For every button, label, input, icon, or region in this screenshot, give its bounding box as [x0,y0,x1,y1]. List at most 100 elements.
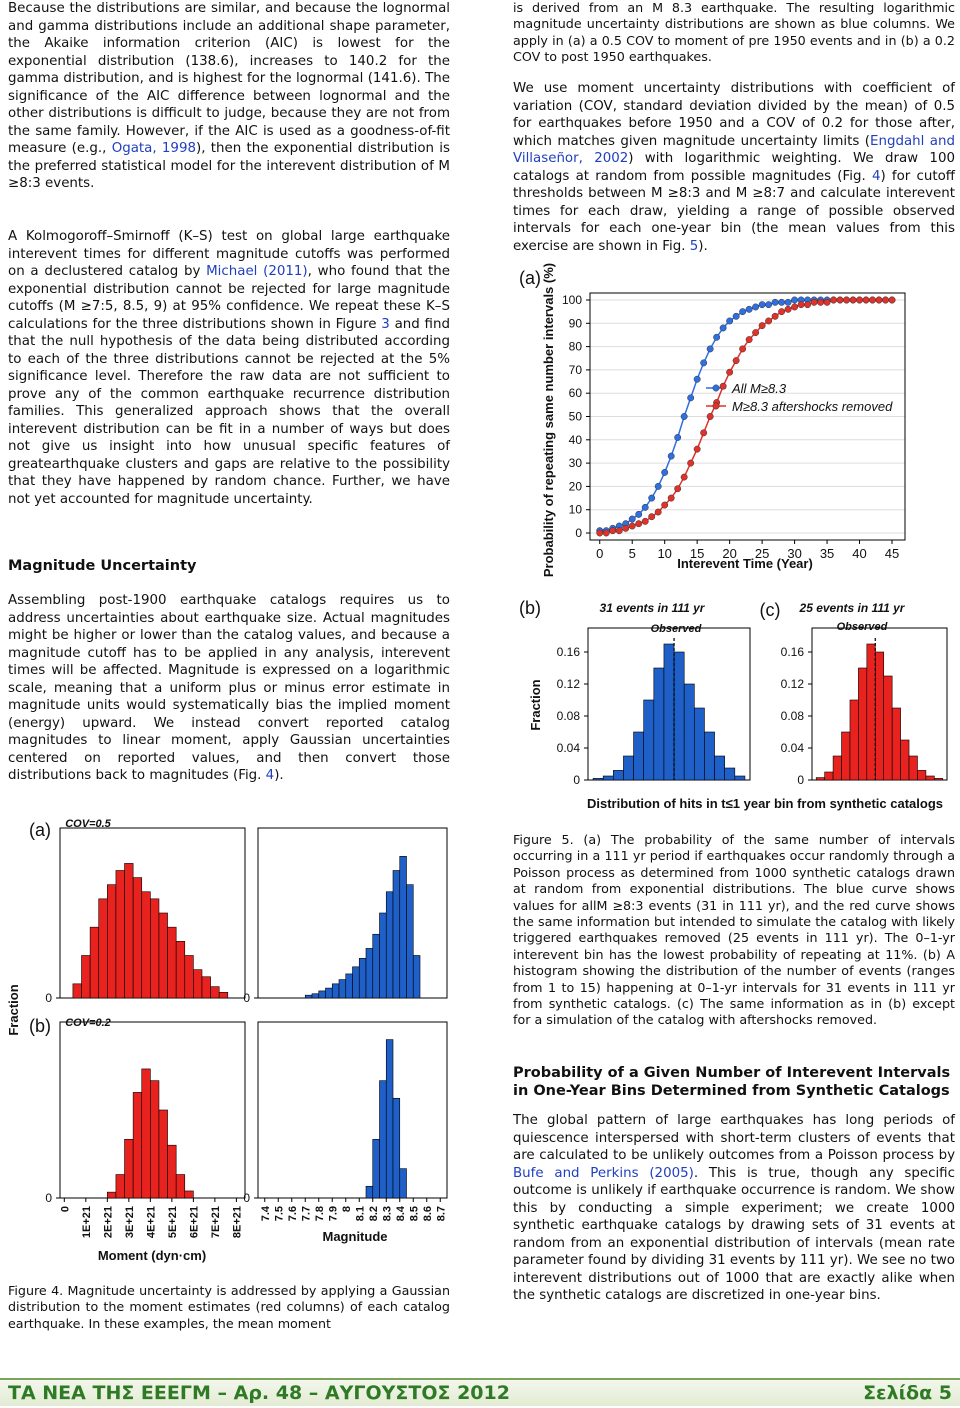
bar [311,993,320,999]
reference-link[interactable]: Michael (2011) [206,264,308,279]
reference-link[interactable]: Engdahl and Villaseñor, 2002 [513,133,955,167]
point [797,301,805,309]
y-axis-label: Fraction [528,679,543,730]
x-tick-label: 7.7 [300,1206,312,1221]
bar [724,767,736,781]
y-tick-label: 0.04 [781,741,805,755]
text-run: . This is true, though any specific outc… [513,1165,955,1304]
x-tick-label: 7.4 [260,1205,272,1221]
point [602,529,610,537]
point [745,336,753,344]
bar [218,992,229,999]
figure-caption: is derived from an M 8.3 earthquake. The… [513,0,955,66]
point [641,503,649,511]
y-tick-label: 20 [569,479,583,493]
y-tick-label: 0 [45,1191,52,1205]
footer-title: ΤΑ ΝΕΑ ΤΗΣ ΕΕΕΓΜ – Αρ. 48 – ΑΥΓΟΥΣΤΟΣ 20… [8,1382,510,1404]
bar [352,966,360,999]
bar [158,1109,168,1199]
bar [815,777,825,781]
reference-link[interactable]: 3 [381,316,390,332]
bar [653,667,665,781]
bar [849,699,859,781]
point [661,501,669,509]
point [667,452,675,460]
x-tick-label: 20 [722,546,736,561]
bar [602,775,614,781]
x-tick-label: 8.7 [435,1206,447,1221]
point [888,296,896,304]
bar [592,778,604,781]
point [654,482,662,490]
bar [132,877,143,999]
point [791,303,799,311]
y-tick-label: 0.16 [557,645,581,659]
point [856,296,863,304]
point [784,298,792,306]
bar [866,643,876,781]
plot-frame [257,1021,448,1199]
text-run: The global pattern of large earthquakes … [513,1113,955,1163]
point [596,529,604,537]
annotation: Observed [837,621,888,633]
point [830,296,838,304]
text-run: Figure 4. Magnitude uncertainty is addre… [8,1283,450,1331]
point [765,317,773,325]
bar [841,731,851,781]
reference-link[interactable]: Bufe and Perkins (2005) [513,1165,694,1181]
x-tick-label: 8.6 [422,1206,434,1221]
reference-link[interactable]: 5 [689,238,699,254]
y-tick-label: 0 [575,526,582,540]
reference-link[interactable]: 4 [871,168,881,184]
bar [150,1080,160,1199]
bar [613,770,624,781]
point [752,329,760,337]
bar [175,941,186,999]
bar [399,1168,407,1199]
bar [643,699,655,781]
reference-link[interactable]: 4 [265,768,275,783]
bar [734,775,746,781]
point [687,459,695,467]
y-tick-label: 0 [45,991,52,1005]
point [628,522,636,530]
point [843,296,850,304]
reference-link[interactable]: Ogata, 1998 [111,141,196,156]
annotation: COV=0.5 [65,818,111,830]
point [628,515,636,523]
bar [338,979,347,999]
x-tick-label: 45 [885,546,899,561]
point [823,298,831,306]
point [791,296,799,304]
point [726,317,734,325]
bar [934,778,944,781]
x-tick-label: 2E+21 [102,1206,114,1238]
bar [714,755,725,781]
text-run: ) with logarithmic weighting. We draw 10… [513,151,955,184]
legend-label: M≥8.3 aftershocks removed [732,399,893,414]
y-tick-label: 0.12 [557,677,581,691]
point [726,368,734,376]
bar [633,731,644,781]
bar [141,1068,151,1199]
point [778,308,786,316]
x-axis-label: Distribution of hits in t≤1 year bin fro… [587,796,943,811]
bar [365,1185,374,1199]
y-tick-label: 0.04 [557,741,581,755]
point [615,527,623,535]
footer: ΤΑ ΝΕΑ ΤΗΣ ΕΕΕΓΜ – Αρ. 48 – ΑΥΓΟΥΣΤΟΣ 20… [0,1378,960,1406]
bar [372,933,380,999]
bar [874,651,885,781]
point [706,413,714,420]
point [732,312,740,320]
x-tick-label: 8 [341,1206,353,1212]
point [706,345,714,353]
bar [891,707,901,781]
bar [385,1039,394,1199]
paragraph: Because the distributions are similar, a… [8,0,450,193]
bar [124,863,134,999]
paragraph: We use moment uncertainty distributions … [513,80,955,255]
y-tick-label: 0 [243,991,250,1005]
